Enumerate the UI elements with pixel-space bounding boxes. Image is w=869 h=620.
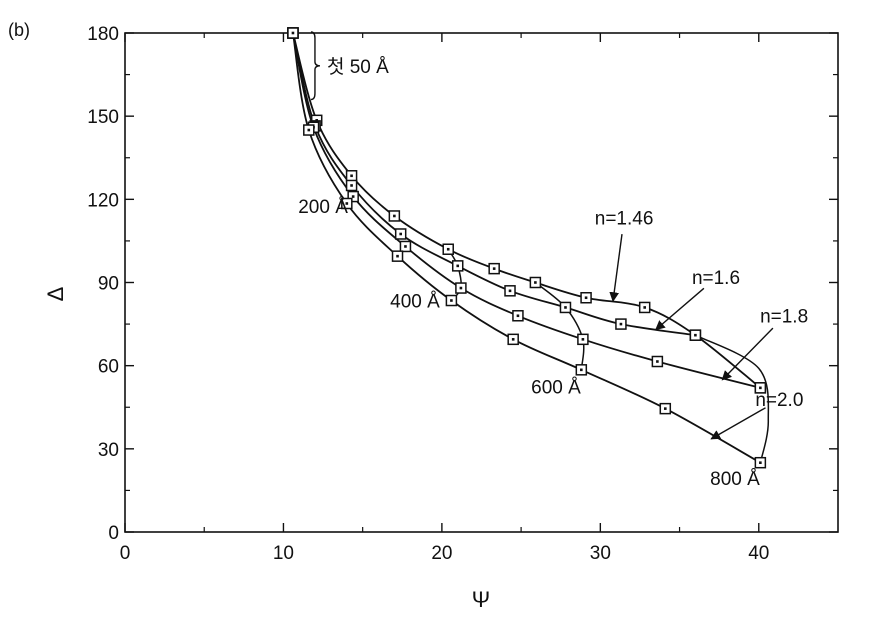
- thickness-label: 400 Å: [390, 291, 440, 312]
- panel-label: (b): [8, 20, 30, 40]
- data-point: [615, 318, 627, 330]
- bracket-label: 첫 50 Å: [327, 56, 389, 78]
- data-point: [659, 402, 672, 415]
- y-tick-label: 150: [87, 107, 119, 128]
- index-arrow: [609, 234, 623, 303]
- thickness-label: 800 Å: [710, 469, 760, 490]
- data-point: [394, 228, 407, 240]
- index-arrow: [655, 287, 705, 331]
- data-point: [504, 285, 516, 297]
- index-label: n=1.8: [760, 307, 808, 328]
- data-point: [754, 456, 767, 469]
- data-point: [388, 210, 401, 222]
- data-point: [689, 329, 702, 341]
- x-tick-label: 30: [590, 543, 611, 564]
- data-point: [488, 262, 500, 275]
- data-point: [455, 282, 467, 294]
- data-point: [341, 197, 353, 210]
- y-tick-label: 0: [108, 523, 119, 544]
- data-point: [575, 364, 588, 376]
- index-label: n=2.0: [755, 390, 803, 411]
- index-arrow: [710, 407, 766, 440]
- y-tick-label: 30: [98, 440, 119, 461]
- thickness-label: 200 Å: [298, 197, 348, 218]
- y-tick-label: 90: [98, 274, 119, 295]
- data-point: [507, 333, 519, 346]
- x-axis-label: Ψ: [472, 587, 490, 612]
- data-point: [638, 301, 651, 314]
- data-point: [345, 179, 358, 192]
- thickness-label: 600 Å: [531, 377, 581, 398]
- y-tick-label: 60: [98, 357, 119, 378]
- x-tick-label: 40: [748, 543, 769, 564]
- data-point: [451, 260, 464, 272]
- data-point: [559, 301, 572, 314]
- x-tick-label: 20: [431, 543, 452, 564]
- data-point: [580, 291, 592, 304]
- y-tick-label: 180: [87, 24, 119, 45]
- thickness-curve: [534, 281, 585, 370]
- bracket: [310, 31, 320, 101]
- data-point: [399, 240, 412, 253]
- series-line: [292, 32, 696, 337]
- index-arrow: [721, 327, 774, 381]
- index-label: n=1.46: [595, 208, 654, 229]
- index-label: n=1.6: [692, 268, 740, 289]
- data-point: [529, 276, 542, 289]
- data-point: [512, 310, 524, 322]
- series-line: [292, 32, 761, 464]
- data-point: [391, 250, 404, 262]
- y-axis-label: Δ: [43, 286, 68, 301]
- data-point: [651, 355, 664, 368]
- data-point: [577, 333, 589, 346]
- data-point: [303, 124, 315, 136]
- data-point: [347, 190, 359, 203]
- y-tick-label: 120: [87, 190, 119, 211]
- x-tick-label: 0: [120, 543, 131, 564]
- thickness-curve: [695, 334, 770, 463]
- data-point: [287, 27, 299, 39]
- data-point: [345, 170, 358, 182]
- data-point: [442, 243, 454, 255]
- data-point: [445, 294, 458, 307]
- data-point: [754, 382, 767, 394]
- x-tick-label: 10: [273, 543, 294, 564]
